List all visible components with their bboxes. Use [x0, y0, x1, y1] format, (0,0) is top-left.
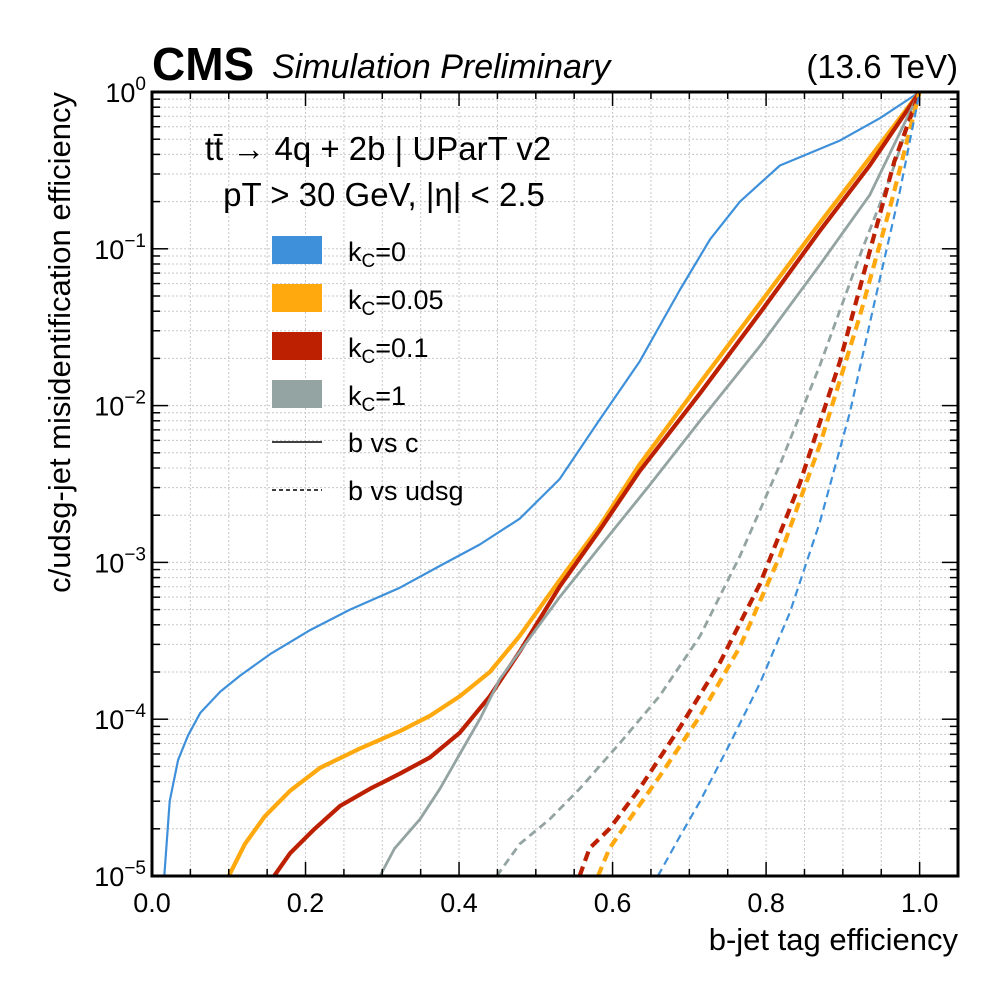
selection-annotation: pT > 30 GeV, |η| < 2.5: [223, 176, 545, 213]
series-line: [577, 91, 922, 877]
legend-color-swatch: [272, 380, 322, 408]
grid: [151, 91, 959, 877]
x-tick-label: 0.0: [133, 888, 171, 918]
legend: kC=0 kC=0.05 kC=0.1 kC=1 b vs c b vs udsg: [272, 236, 464, 506]
y-tick-labels: 100 10−1 10−2 10−3 10−4 10−5: [94, 74, 146, 892]
legend-label: kC=0: [348, 237, 406, 272]
y-tick-label: 10−5: [94, 858, 146, 892]
series-line: [163, 91, 921, 877]
series-line: [596, 91, 922, 877]
legend-entry: kC=0: [272, 236, 406, 272]
x-tick-labels: 0.0 0.2 0.4 0.6 0.8 1.0: [133, 888, 938, 918]
legend-entry: b vs udsg: [272, 476, 464, 506]
process-annotation: tt̄ → 4q + 2b | UParT v2: [205, 130, 551, 167]
y-tick-label: 100: [105, 74, 146, 108]
legend-label: b vs c: [348, 428, 419, 458]
legend-label: kC=0.05: [348, 285, 444, 320]
series-line: [378, 91, 921, 877]
legend-label: kC=0.1: [348, 333, 429, 368]
simulation-preliminary-label: Simulation Preliminary: [272, 48, 612, 86]
x-tick-label: 0.6: [594, 888, 632, 918]
x-axis-title: b-jet tag efficiency: [709, 922, 959, 957]
curves: [163, 90, 922, 878]
series-line: [495, 91, 921, 877]
x-tick-label: 1.0: [901, 888, 939, 918]
axes-frame: [150, 90, 960, 878]
y-axis-title: c/udsg-jet misidentification efficiency: [42, 92, 77, 593]
x-tick-label: 0.4: [440, 888, 478, 918]
y-tick-label: 10−4: [94, 701, 146, 735]
legend-entry: kC=1: [272, 380, 406, 416]
energy-label: (13.6 TeV): [806, 48, 958, 85]
legend-color-swatch: [272, 332, 322, 360]
x-tick-label: 0.2: [287, 888, 325, 918]
y-tick-label: 10−3: [94, 544, 146, 578]
series-line: [656, 91, 921, 877]
y-tick-label: 10−2: [94, 388, 146, 422]
y-tick-label: 10−1: [94, 231, 146, 265]
x-tick-label: 0.8: [747, 888, 785, 918]
legend-color-swatch: [272, 284, 322, 312]
legend-label: kC=1: [348, 381, 406, 416]
legend-entry: b vs c: [272, 428, 419, 458]
legend-entry: kC=0.05: [272, 284, 444, 320]
legend-color-swatch: [272, 236, 322, 264]
series-line: [226, 90, 922, 877]
legend-label: b vs udsg: [348, 476, 464, 506]
legend-entry: kC=0.1: [272, 332, 429, 368]
cms-label: CMS: [152, 38, 254, 90]
